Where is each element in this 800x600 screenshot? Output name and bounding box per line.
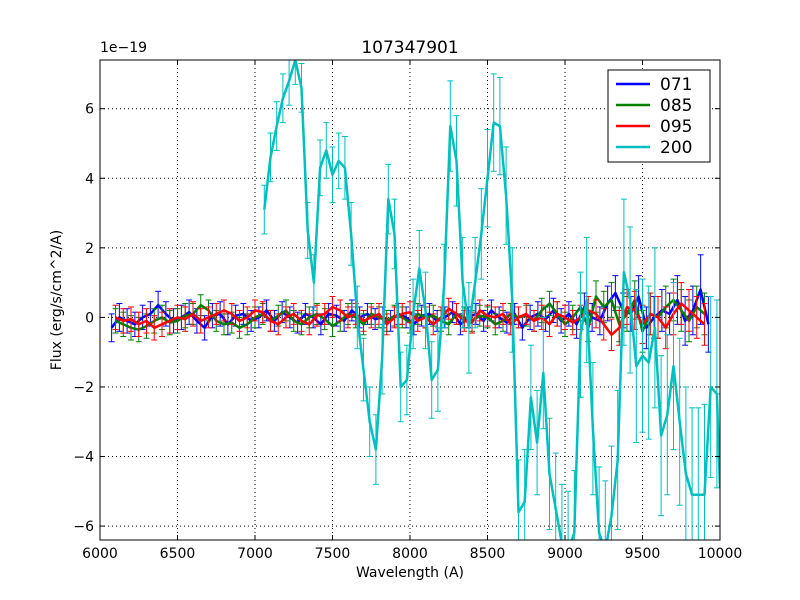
y-tick-label: −2 bbox=[73, 380, 94, 396]
x-tick-label: 8500 bbox=[470, 546, 506, 562]
x-tick-label: 7000 bbox=[237, 546, 273, 562]
y-tick-label: 6 bbox=[85, 102, 94, 118]
y-tick-label: 2 bbox=[85, 241, 94, 257]
x-tick-label: 6000 bbox=[82, 546, 118, 562]
series-200 bbox=[261, 60, 720, 540]
y-tick-label: −6 bbox=[73, 519, 94, 535]
y-offset-label: 1e−19 bbox=[100, 40, 147, 56]
y-axis-label: Flux (erg/s/cm^2/A) bbox=[49, 230, 65, 370]
y-tick-label: 4 bbox=[85, 171, 94, 187]
series-line-200 bbox=[263, 60, 720, 540]
x-tick-label: 9000 bbox=[547, 546, 583, 562]
x-axis-label: Wavelength (A) bbox=[356, 565, 464, 581]
chart-title: 107347901 bbox=[361, 38, 458, 58]
ticks: 6000 6500 7000 7500 8000 8500 9000 9500 10000 −6 −… bbox=[73, 60, 742, 562]
x-tick-label: 8000 bbox=[392, 546, 428, 562]
legend-label-071: 071 bbox=[660, 75, 692, 95]
x-tick-label: 10000 bbox=[698, 546, 743, 562]
y-tick-label: 0 bbox=[85, 310, 94, 326]
legend-label-095: 095 bbox=[660, 117, 692, 137]
y-tick-label: −4 bbox=[73, 450, 94, 466]
legend-label-085: 085 bbox=[660, 96, 692, 116]
x-tick-label: 7500 bbox=[315, 546, 351, 562]
series-line-095 bbox=[114, 302, 706, 337]
x-tick-label: 6500 bbox=[160, 546, 196, 562]
legend-label-200: 200 bbox=[660, 138, 692, 158]
series-layer bbox=[108, 60, 720, 540]
x-tick-label: 9500 bbox=[625, 546, 661, 562]
